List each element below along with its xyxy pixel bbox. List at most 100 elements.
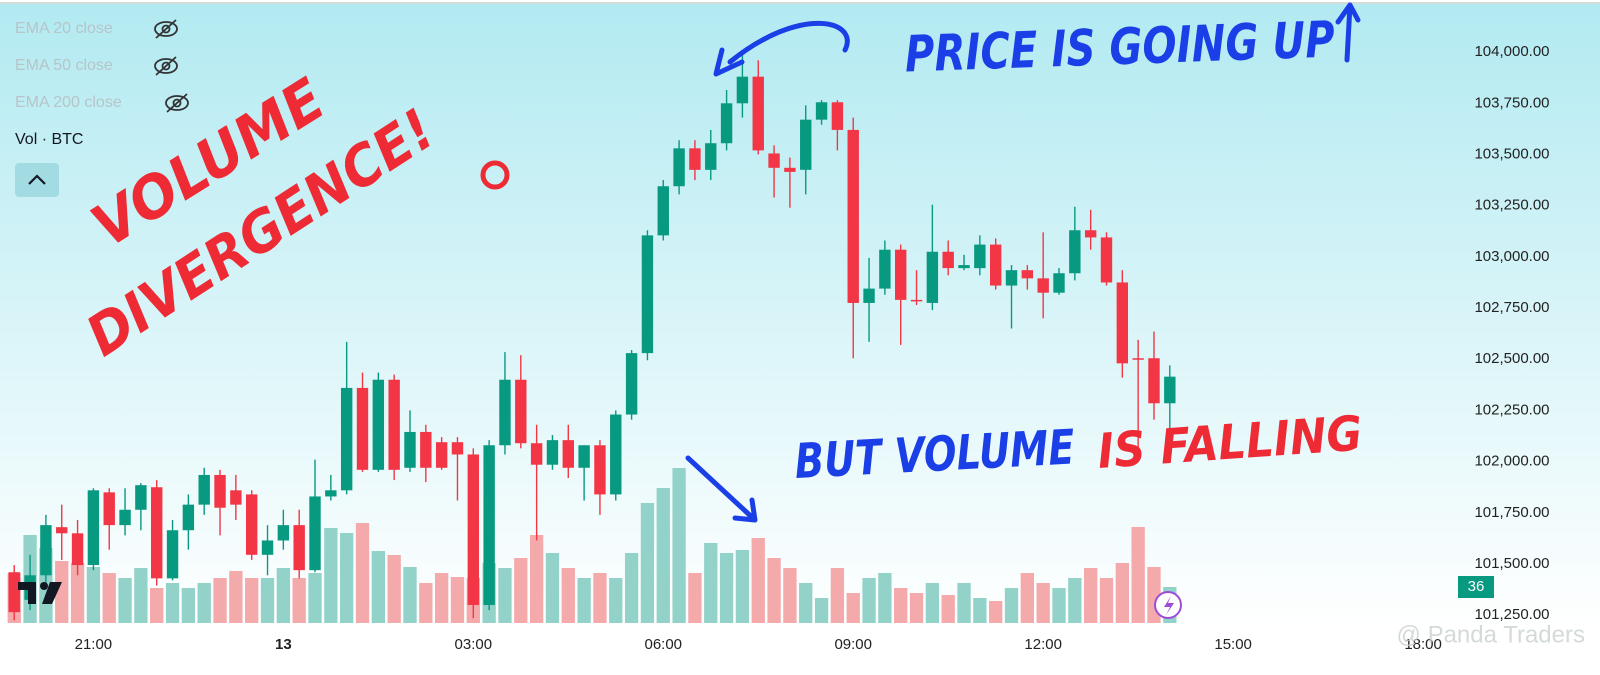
candle-body: [958, 265, 970, 269]
candle-body: [404, 431, 416, 468]
legend-item: EMA 20 close: [15, 20, 113, 37]
volume-bar: [387, 555, 401, 623]
candle-body: [451, 442, 464, 455]
y-tick-label: 102,000.00: [1474, 453, 1549, 470]
volume-bar: [498, 568, 512, 623]
candle-body: [103, 492, 115, 526]
volume-bar: [925, 583, 940, 623]
candle-body: [420, 431, 432, 468]
candle-body: [657, 186, 669, 236]
x-tick-label: 18:00: [1404, 636, 1442, 653]
candle-body: [483, 445, 495, 605]
volume-bar: [1004, 588, 1019, 623]
volume-bar: [878, 573, 892, 623]
volume-bar: [86, 567, 101, 623]
candle-body: [673, 148, 685, 187]
y-tick-label: 101,750.00: [1474, 504, 1549, 521]
volume-bar: [751, 538, 765, 623]
volume-bar: [1084, 568, 1098, 623]
y-tick-label: 103,250.00: [1474, 197, 1549, 214]
candle-body: [689, 148, 701, 170]
candle-body: [800, 119, 812, 170]
candle-body: [1116, 282, 1129, 364]
candle-body: [198, 474, 210, 505]
candle-body: [863, 288, 875, 303]
volume-bar: [846, 593, 860, 623]
candle-body: [309, 496, 321, 571]
candle-body: [1132, 358, 1144, 360]
eye-icons[interactable]: [154, 19, 189, 113]
collapse-button[interactable]: [15, 163, 59, 197]
volume-bar: [102, 573, 116, 623]
candle-body: [499, 379, 511, 446]
badge[interactable]: [1154, 591, 1182, 619]
volume-bar: [1131, 527, 1145, 623]
volume-bar: [989, 601, 1003, 623]
volume-bar: [276, 568, 290, 623]
candle-body: [40, 525, 52, 576]
volume-bar: [1068, 578, 1082, 623]
volume-bar: [292, 578, 306, 623]
candle-body: [784, 167, 796, 172]
volume-bar: [624, 553, 639, 623]
candle-body: [847, 129, 859, 303]
candle-body: [910, 299, 923, 302]
y-tick-label: 104,000.00: [1474, 43, 1549, 60]
candle-body: [356, 387, 369, 470]
candle-body: [119, 509, 131, 526]
volume-bar: [134, 568, 148, 623]
watermark: @ Panda Traders: [1397, 621, 1585, 648]
volume-bar: [672, 468, 686, 623]
candle-body: [610, 414, 622, 495]
candle-body: [151, 487, 163, 579]
candle-body: [230, 490, 242, 505]
volume-bar: [371, 551, 385, 623]
candle-body: [1037, 278, 1049, 293]
candle-body: [705, 143, 717, 170]
candle-body: [879, 249, 891, 289]
volume-bar: [118, 578, 132, 623]
arrows: [685, 2, 1361, 523]
candle-body: [87, 490, 100, 566]
volume-bar: [814, 598, 829, 623]
exclamation-dot: [480, 160, 510, 190]
candle-body: [594, 445, 606, 495]
volume-bar: [1052, 588, 1066, 623]
volume-bar: [1036, 583, 1050, 623]
volume-bar: [1099, 578, 1114, 623]
volume-bar: [593, 573, 607, 623]
candle-body: [245, 494, 258, 555]
candle-body: [578, 445, 590, 468]
candle-body: [1100, 237, 1113, 283]
candle-body: [1164, 376, 1176, 404]
axis-layer: 101,250.00 101,500.00 101,750.00 102,000.00…: [75, 43, 1550, 653]
candle-body: [56, 527, 68, 534]
candle-body: [372, 379, 385, 470]
candle-body: [325, 490, 337, 497]
candle-body: [720, 103, 733, 144]
volume-bar: [545, 553, 560, 623]
volume-bar: [403, 567, 417, 623]
candle-body: [467, 454, 480, 605]
candle-body: [515, 379, 527, 444]
candle-body: [562, 440, 574, 468]
volume-bar: [640, 503, 655, 623]
y-tick-label: 102,500.00: [1474, 350, 1549, 367]
candle-body: [530, 443, 543, 465]
candle-body: [1148, 358, 1160, 404]
candle-body: [293, 525, 305, 571]
volume-bar: [245, 578, 259, 623]
legend-item: EMA 200 close: [15, 94, 122, 111]
legend-item: EMA 50 close: [15, 57, 113, 74]
candle-body: [768, 153, 780, 168]
candle-body: [135, 485, 147, 510]
volume-bar: [799, 583, 813, 623]
volume-bar: [419, 583, 433, 623]
volume-bar: [688, 573, 702, 623]
volume-bar: [70, 563, 85, 623]
candle-body: [815, 102, 828, 120]
volume-bar: [450, 577, 465, 623]
y-tick-label: 103,750.00: [1474, 94, 1549, 111]
candle-body: [388, 379, 400, 470]
